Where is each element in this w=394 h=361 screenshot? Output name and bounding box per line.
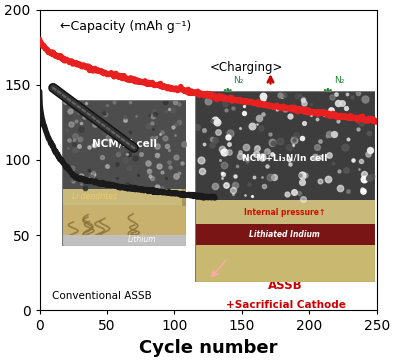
Text: +Sacrificial Cathode: +Sacrificial Cathode — [226, 300, 346, 310]
Text: N₂: N₂ — [335, 76, 345, 85]
Text: ASSB: ASSB — [268, 279, 303, 292]
X-axis label: Cycle number: Cycle number — [139, 339, 277, 357]
Text: ←Capacity (mAh g⁻¹): ←Capacity (mAh g⁻¹) — [60, 20, 191, 33]
Text: <Charging>: <Charging> — [210, 61, 284, 74]
Text: Conventional ASSB: Conventional ASSB — [52, 291, 152, 301]
Text: N₂: N₂ — [233, 76, 244, 85]
